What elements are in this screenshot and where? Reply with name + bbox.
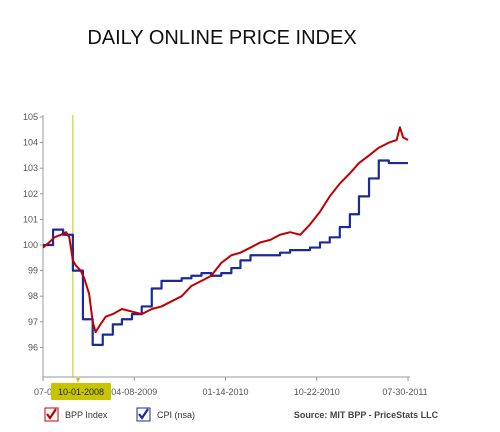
x-tick-label: 07-30-2011	[382, 387, 427, 397]
series-line-cpi	[43, 159, 408, 346]
x-tick-label: 07-0	[34, 387, 52, 397]
y-tick-label: 100	[23, 240, 38, 250]
legend-item-cpi[interactable]: CPI (nsa)	[136, 407, 195, 422]
legend-item-bpp[interactable]: BPP Index	[44, 407, 108, 422]
y-tick-label: 99	[28, 266, 38, 276]
y-tick-label: 98	[28, 291, 38, 301]
legend-label-cpi: CPI (nsa)	[157, 410, 195, 420]
y-tick-label: 105	[23, 112, 38, 122]
series-line-bpp	[42, 126, 409, 334]
legend-label-bpp: BPP Index	[65, 410, 108, 420]
x-tick-label: 10-22-2010	[294, 387, 340, 397]
y-tick-label: 96	[28, 342, 38, 352]
x-axis-ticks: 07-0 04-08-2009 01-14-2010 10-22-2010 07-30-…	[34, 377, 428, 397]
y-tick-label: 101	[23, 214, 38, 224]
y-tick-label: 103	[23, 163, 38, 173]
y-tick-label: 104	[23, 138, 38, 148]
x-tick-label: 01-14-2010	[202, 387, 248, 397]
highlight-badge-bg	[51, 383, 111, 400]
highlight-date-label: 10-01-2008	[58, 387, 104, 397]
series-layer	[42, 126, 409, 346]
checkmark-icon	[46, 408, 57, 420]
chart-title: DAILY ONLINE PRICE INDEX	[87, 27, 356, 49]
legend: BPP Index CPI (nsa)	[44, 407, 195, 422]
y-tick-label: 97	[28, 317, 38, 327]
highlight-badge-pointer	[76, 378, 80, 383]
y-axis-ticks: 96 97 98 99 100 101 102 103 104 105	[23, 112, 43, 352]
plot-area	[42, 115, 410, 378]
y-tick-label: 102	[23, 189, 38, 199]
highlight-date-badge: 10-01-2008	[51, 378, 111, 400]
x-tick-label: 04-08-2009	[111, 387, 157, 397]
source-credit: Source: MIT BPP - PriceStats LLC	[294, 410, 439, 420]
checkmark-icon	[138, 408, 149, 420]
